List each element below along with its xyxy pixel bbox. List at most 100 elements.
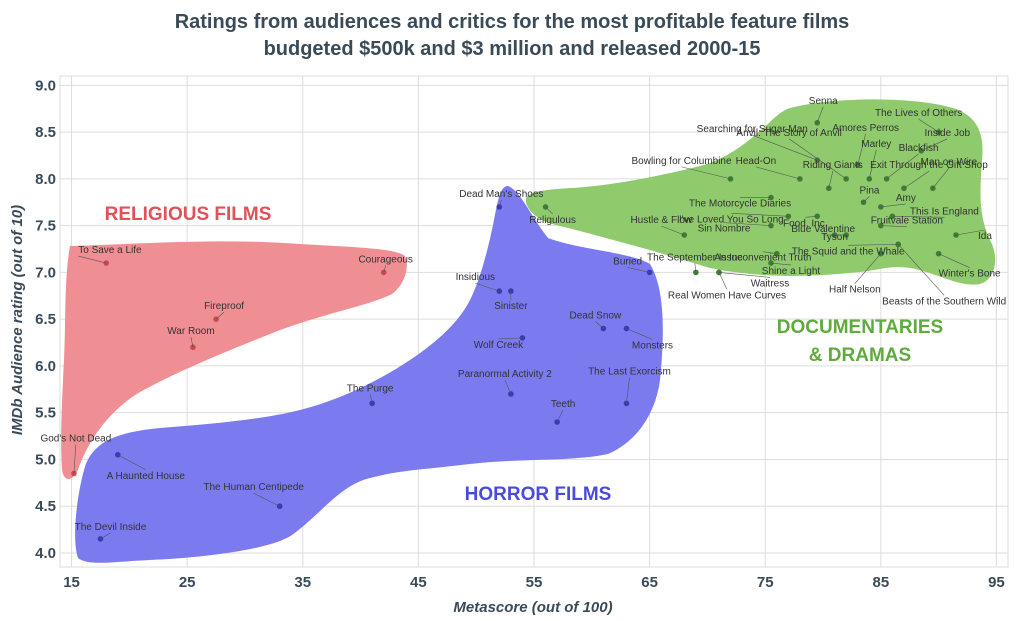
- y-tick-label: 7.0: [35, 264, 56, 281]
- x-tick-label: 15: [63, 574, 80, 591]
- data-points: [71, 119, 959, 542]
- point-label: Sinister: [494, 301, 528, 312]
- point-label: Amores Perros: [832, 123, 899, 134]
- x-tick-label: 95: [988, 574, 1005, 591]
- leader-line: [545, 206, 553, 215]
- data-point: [646, 269, 653, 276]
- point-label: Blackfish: [899, 143, 939, 154]
- leader-line: [718, 272, 728, 290]
- leader-line: [498, 337, 523, 340]
- point-label: The Last Exorcism: [588, 366, 671, 377]
- leader-line: [752, 134, 818, 161]
- leader-line: [755, 166, 800, 180]
- leader-line: [886, 153, 919, 180]
- leader-line: [73, 444, 77, 474]
- leader-line: [383, 265, 386, 273]
- horror-films-region: [75, 186, 663, 563]
- point-label: Paranormal Activity 2: [458, 369, 552, 380]
- point-label: The Squid and the Whale: [792, 246, 905, 257]
- x-tick-label: 35: [294, 574, 311, 591]
- leader-line: [848, 244, 899, 246]
- leader-line: [880, 225, 907, 227]
- leader-line: [770, 262, 792, 266]
- data-point: [380, 269, 387, 276]
- x-tick-label: 25: [179, 574, 196, 591]
- leader-line: [892, 215, 945, 218]
- y-axis-title: IMDb Audience rating (out of 10): [9, 205, 26, 435]
- point-label: Dead Snow: [570, 311, 622, 322]
- data-point: [369, 400, 375, 407]
- point-label: Inside Job: [924, 128, 970, 139]
- x-tick-label: 85: [872, 574, 889, 591]
- point-label: Buried: [613, 256, 642, 267]
- point-label: Half Nelson: [829, 285, 881, 296]
- x-axis-title: Metascore (out of 100): [453, 599, 612, 616]
- leader-line: [955, 229, 986, 236]
- leader-line: [857, 133, 866, 165]
- leader-line: [253, 492, 280, 507]
- y-tick-label: 5.0: [35, 451, 56, 468]
- leader-line: [805, 215, 818, 218]
- leader-line: [556, 409, 564, 423]
- point-label: Dead Man's Shoes: [459, 189, 543, 200]
- point-label: Real Women Have Curves: [668, 290, 786, 301]
- y-tick-label: 5.5: [35, 405, 56, 422]
- y-tick-label: 4.0: [35, 545, 56, 562]
- point-label: The Devil Inside: [75, 522, 147, 533]
- point-label: Man on Wire: [921, 157, 978, 168]
- point-label: Religulous: [529, 215, 576, 226]
- point-label: Fruitvale Station: [871, 216, 943, 227]
- point-label: An Inconvenient Truth: [714, 253, 811, 264]
- leader-line: [78, 255, 107, 264]
- leader-line: [731, 212, 789, 217]
- documentaries-dramas-region: [525, 99, 996, 285]
- point-label: A Haunted House: [107, 471, 186, 482]
- point-label: God's Not Dead: [40, 433, 111, 444]
- x-tick-label: 45: [410, 574, 427, 591]
- point-label: Marley: [861, 139, 891, 150]
- point-label: Teeth: [551, 399, 575, 410]
- leader-line: [718, 272, 771, 278]
- leader-line: [918, 118, 939, 133]
- point-label: Exit Through the Gift Shop: [870, 160, 988, 171]
- point-label: The September Issue: [647, 252, 743, 263]
- point-label: Courageous: [358, 254, 412, 265]
- point-label: The Human Centipede: [203, 482, 304, 493]
- leader-line: [762, 251, 777, 254]
- chart-title: Ratings from audiences and critics for t…: [175, 11, 850, 33]
- point-label: The Motorcycle Diaries: [689, 199, 791, 210]
- leader-line: [694, 263, 697, 273]
- documentaries-label-line1: DOCUMENTARIES: [777, 317, 943, 338]
- point-label: War Room: [167, 326, 214, 337]
- y-tick-label: 6.0: [35, 358, 56, 375]
- point-label: This Is England: [910, 206, 979, 217]
- leader-line: [504, 379, 512, 395]
- point-label: Amy: [896, 193, 916, 204]
- point-label: Monsters: [632, 341, 673, 352]
- leader-line: [499, 199, 502, 208]
- leader-line: [828, 171, 834, 189]
- leader-line: [897, 244, 945, 296]
- point-label: Hustle & Flow: [630, 215, 692, 226]
- point-label: Blue Valentine: [791, 224, 855, 235]
- point-label: Winter's Bone: [939, 269, 1001, 280]
- point-label: Fireproof: [204, 301, 244, 312]
- point-label: Waitress: [751, 278, 790, 289]
- leader-line: [880, 203, 906, 208]
- point-label: I've Loved You So Long: [679, 214, 784, 225]
- leader-line: [100, 532, 111, 540]
- point-label: Shine a Light: [762, 266, 821, 277]
- horror-films-label: HORROR FILMS: [465, 484, 612, 505]
- data-point: [623, 400, 630, 407]
- leader-line: [190, 337, 194, 348]
- x-tick-label: 75: [757, 574, 774, 591]
- point-label: Anvil: The Story of Anvil: [736, 128, 841, 139]
- leader-line: [681, 166, 731, 180]
- x-tick-label: 65: [641, 574, 658, 591]
- leader-line: [723, 222, 772, 226]
- point-label: Tyson: [821, 232, 848, 243]
- y-tick-label: 7.5: [35, 218, 56, 235]
- leader-line: [661, 225, 685, 236]
- point-label: Insidious: [456, 272, 495, 283]
